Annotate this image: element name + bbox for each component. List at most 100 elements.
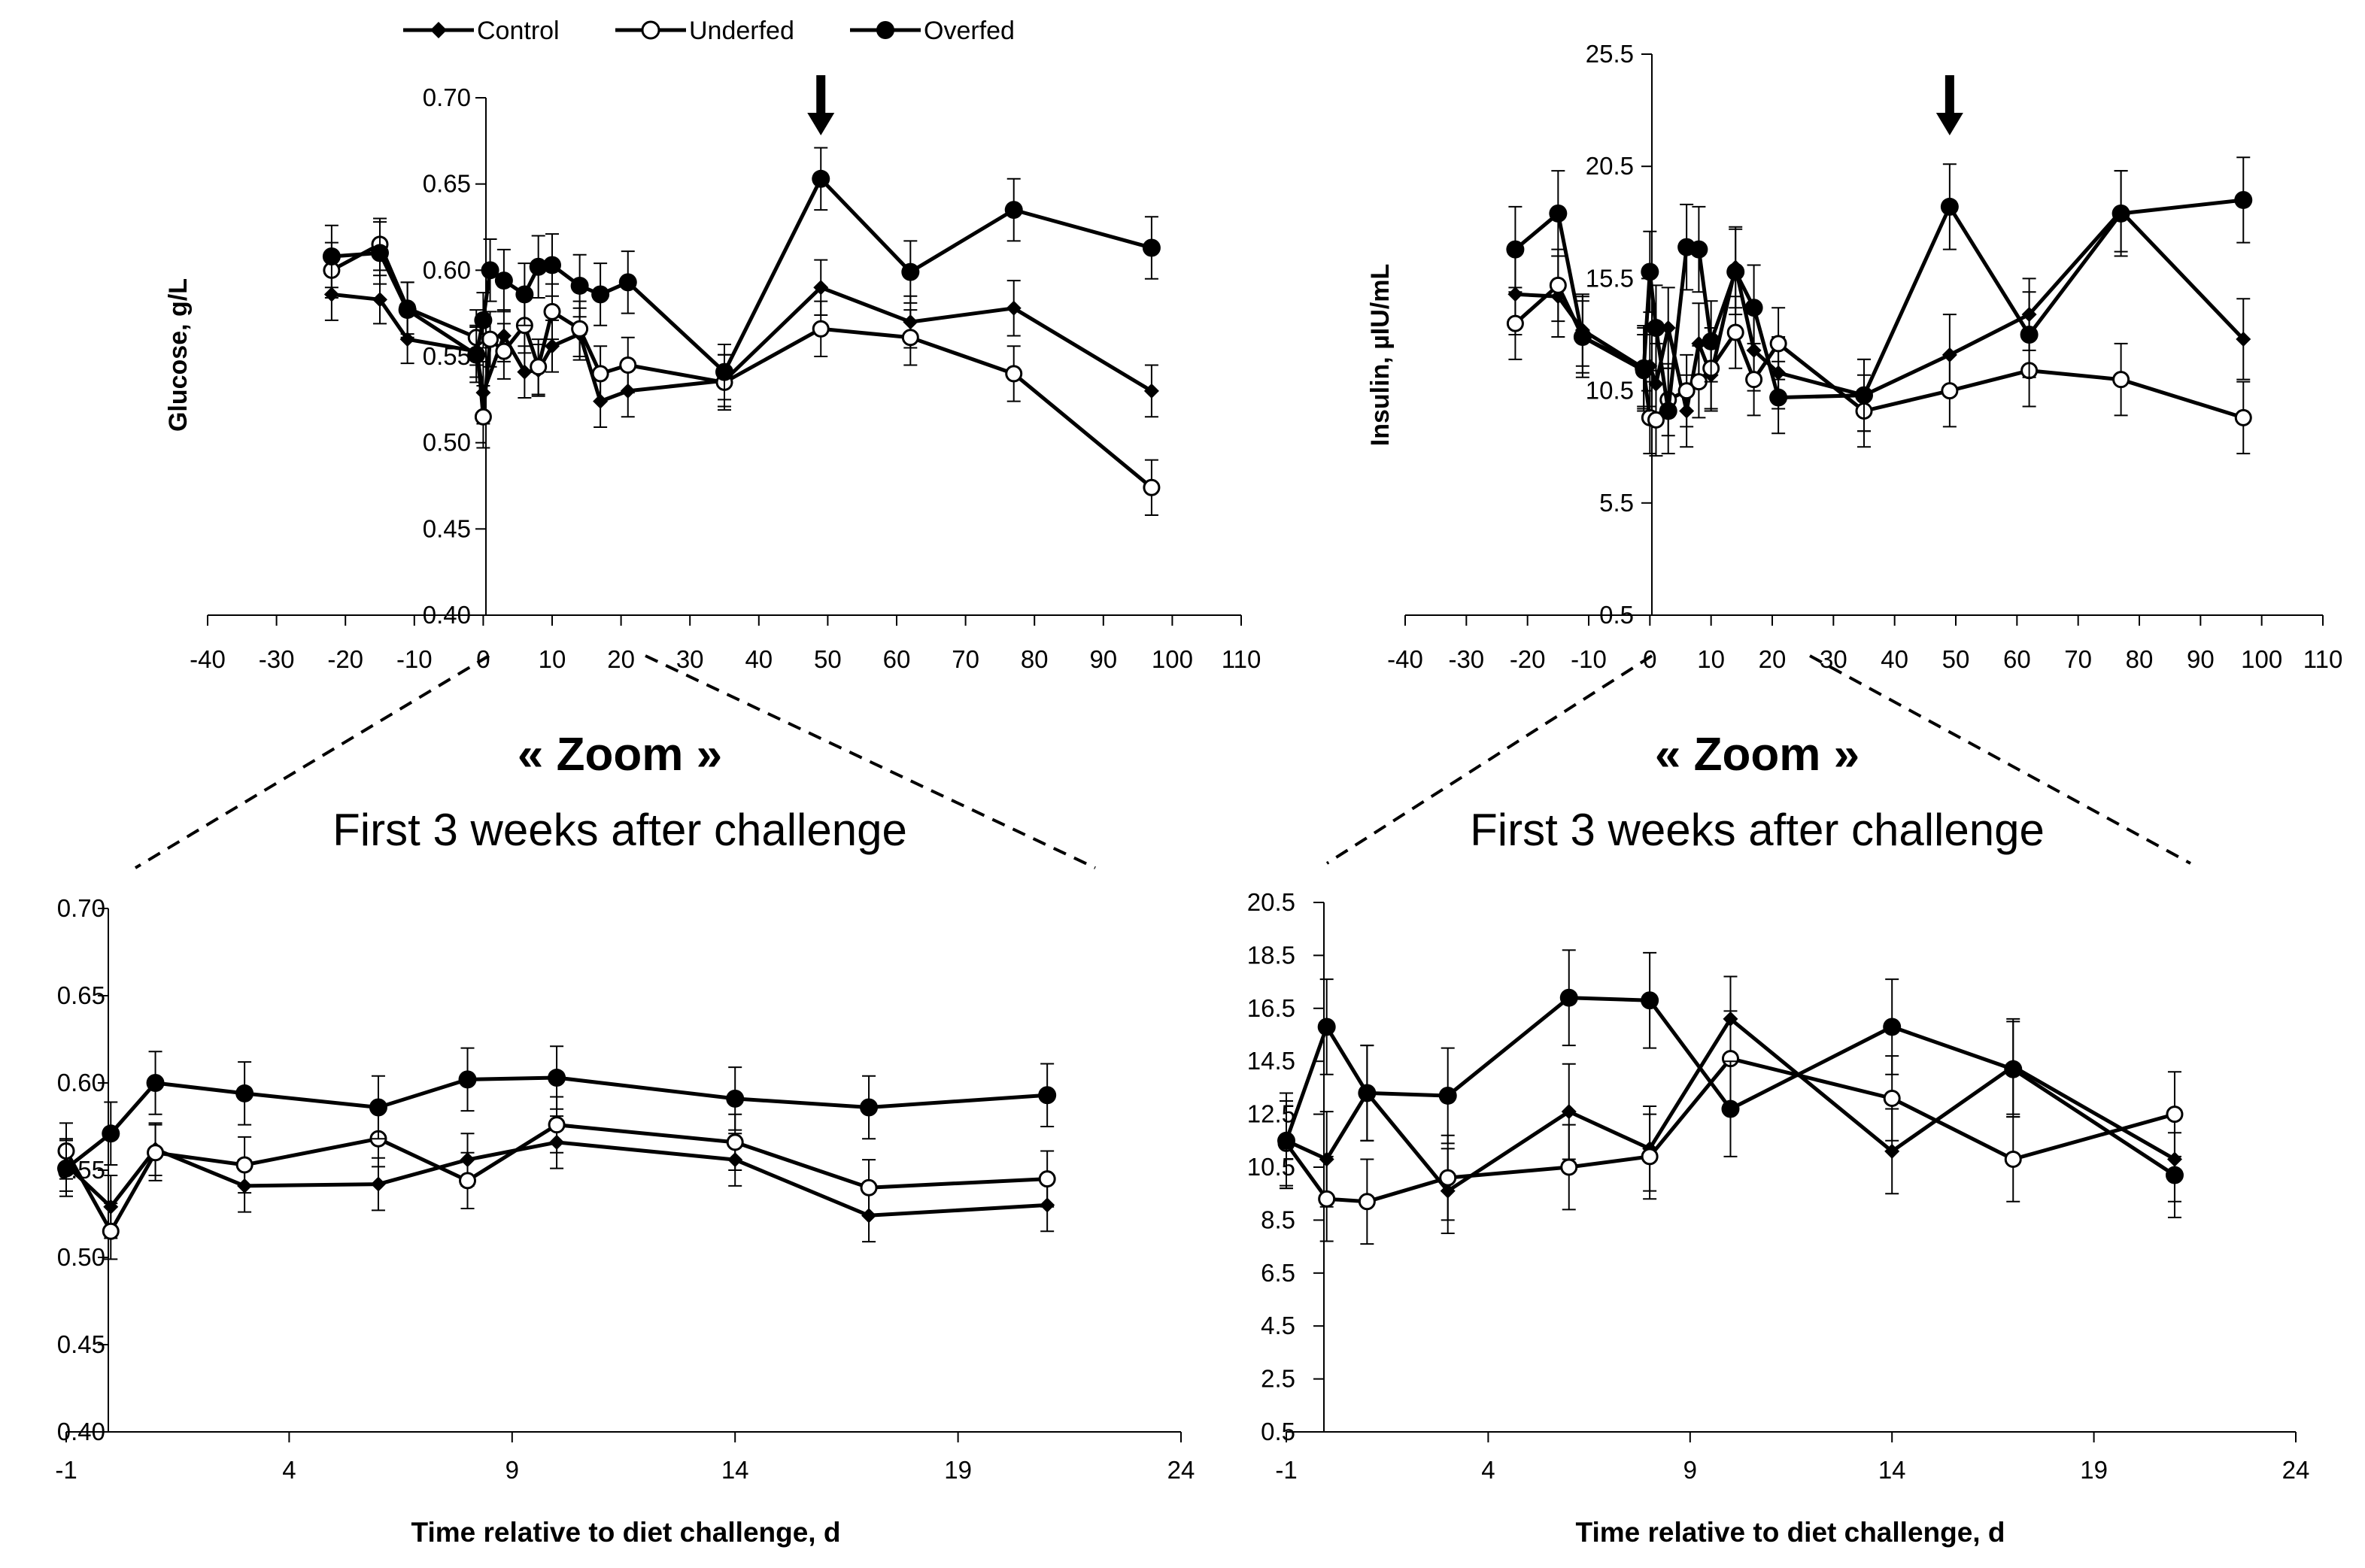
insulin-full-overfed-point	[1726, 262, 1745, 281]
insulin-zoom-control-point	[1561, 1104, 1577, 1120]
glucose-full-control-point	[399, 332, 415, 347]
insulin-full-overfed-point	[1506, 240, 1525, 259]
glucose-zoom-ytick-label: 0.60	[57, 1069, 105, 1096]
glucose-zoom-overfed-point	[235, 1084, 254, 1102]
zoom-connector-right-a	[1325, 654, 1653, 865]
glucose-full-control-point	[545, 338, 560, 354]
glucose-full-xtick-label: -10	[396, 645, 433, 673]
glucose-chart-full: -40 -30 -20 -10 0 10 20 30 40 50 60 70 80 90 100 110 0.4…	[164, 75, 1261, 673]
glucose-full-overfed-point	[591, 285, 610, 304]
glucose-full-control-point	[813, 280, 829, 296]
insulin-zoom-overfed-point	[1358, 1084, 1377, 1102]
glucose-full-overfed-point	[474, 311, 493, 329]
glucose-full-overfed-point	[1142, 238, 1161, 257]
insulin-full-overfed-point	[1635, 359, 1653, 378]
legend-overfed-label: Overfed	[924, 17, 1015, 45]
glucose-full-ytick-label: 0.45	[423, 514, 471, 542]
insulin-zoom-overfed-point	[1438, 1086, 1457, 1105]
insulin-zoom-ytick-label: 20.5	[1247, 888, 1295, 916]
insulin-full-underfed-point	[2112, 371, 2130, 389]
insulin-full-underfed-point	[1690, 373, 1708, 391]
insulin-zoom-overfed-point	[1721, 1099, 1740, 1118]
glucose-full-control-point	[372, 292, 387, 308]
glucose-full-underfed-line	[330, 242, 1153, 490]
insulin-full-xtick-label: -20	[1510, 645, 1546, 673]
insulin-full-overfed-point	[1702, 332, 1720, 350]
insulin-full-overfed-point	[1659, 402, 1677, 420]
insulin-full-control-point	[2236, 331, 2251, 347]
insulin-full-xtick-label: 30	[1820, 645, 1847, 673]
insulin-zoom-underfed-line	[1284, 1057, 2175, 1204]
zoom-connector-right-b	[1809, 654, 2191, 865]
insulin-full-ytick-label: 0.5	[1599, 601, 1634, 629]
glucose-zoom-overfed-point	[726, 1089, 745, 1108]
insulin-full-underfed-point	[1941, 382, 1959, 400]
zoom-subtitle-right: First 3 weeks after challenge	[1470, 805, 2045, 855]
insulin-zoom-x-axis-title: Time relative to diet challenge, d	[1576, 1517, 2005, 1548]
glucose-zoom-overfed-point	[860, 1098, 879, 1117]
glucose-full-xtick-label: 40	[745, 645, 773, 673]
glucose-full-series-overfed	[322, 147, 1161, 401]
insulin-full-xtick-label: 10	[1697, 645, 1725, 673]
glucose-full-control-point	[1006, 300, 1022, 316]
glucose-full-underfed-point	[543, 302, 561, 320]
insulin-zoom-control-line	[1285, 1017, 2176, 1193]
glucose-zoom-underfed-point	[860, 1178, 878, 1196]
glucose-zoom-overfed-line	[65, 1075, 1048, 1170]
insulin-chart-zoom: -1 4 9 14 19 24 0.5 2.5 4.5 6.5 8.5 10.5 12.5 14.5 16.…	[1247, 888, 2310, 1548]
glucose-zoom-control-line	[65, 1140, 1048, 1218]
insulin-full-xtick-label: 0	[1643, 645, 1656, 673]
glucose-zoom-x-axis-title: Time relative to diet challenge, d	[411, 1517, 841, 1548]
glucose-zoom-control-point	[370, 1176, 386, 1192]
glucose-full-overfed-point	[543, 256, 561, 274]
insulin-full-ytick-label: 10.5	[1586, 377, 1634, 405]
insulin-full-xtick-label: -30	[1448, 645, 1484, 673]
legend-control-marker	[430, 22, 447, 38]
glucose-full-overfed-point	[494, 271, 513, 290]
glucose-full-underfed-point	[1005, 365, 1023, 383]
insulin-full-overfed-point	[1769, 388, 1788, 407]
insulin-full-series-overfed	[1506, 156, 2253, 455]
glucose-full-overfed-point	[618, 273, 637, 292]
insulin-full-underfed-point	[1745, 371, 1763, 389]
insulin-full-xtick-label: 100	[2241, 645, 2282, 673]
insulin-zoom-xtick-label: 24	[2282, 1456, 2310, 1484]
glucose-zoom-underfed-point	[726, 1133, 744, 1151]
legend-control-label: Control	[477, 17, 560, 45]
insulin-zoom-underfed-point	[1641, 1148, 1659, 1166]
insulin-zoom-overfed-point	[1317, 1018, 1336, 1036]
insulin-full-ytick-label: 20.5	[1586, 152, 1634, 180]
insulin-full-overfed-point	[1549, 204, 1568, 223]
glucose-full-overfed-point	[812, 169, 830, 188]
glucose-zoom-ytick-label: 0.65	[57, 981, 105, 1009]
glucose-zoom-underfed-line	[64, 1123, 1048, 1233]
glucose-full-xtick-label: 10	[539, 645, 566, 673]
insulin-zoom-underfed-point	[1439, 1169, 1457, 1187]
glucose-zoom-overfed-point	[146, 1074, 165, 1092]
insulin-full-ytick-label: 5.5	[1599, 489, 1634, 517]
insulin-zoom-underfed-point	[2004, 1150, 2022, 1168]
glucose-zoom-ytick-label: 0.70	[57, 894, 105, 922]
glucose-full-xtick-label: 20	[607, 645, 635, 673]
glucose-zoom-xtick-label: 9	[505, 1456, 519, 1484]
glucose-zoom-underfed-point	[1038, 1170, 1056, 1188]
glucose-full-overfed-point	[715, 362, 733, 381]
glucose-full-overfed-point	[467, 345, 486, 364]
insulin-full-underfed-point	[1677, 382, 1696, 400]
glucose-full-xtick-label: 30	[676, 645, 704, 673]
glucose-zoom-xtick-label: 14	[721, 1456, 749, 1484]
insulin-full-underfed-point	[1726, 323, 1744, 341]
glucose-zoom-underfed-point	[235, 1156, 254, 1174]
insulin-full-underfed-point	[1769, 335, 1787, 353]
zoom-connectors	[134, 654, 2191, 869]
glucose-full-xtick-label: 50	[814, 645, 842, 673]
insulin-zoom-series-underfed	[1277, 1010, 2184, 1245]
glucose-zoom-overfed-point	[102, 1124, 120, 1143]
insulin-zoom-underfed-point	[1883, 1089, 1901, 1107]
insulin-zoom-overfed-point	[1559, 988, 1578, 1007]
insulin-full-ytick-label: 25.5	[1586, 40, 1634, 68]
glucose-full-underfed-point	[495, 342, 513, 360]
insulin-full-overfed-point	[1641, 262, 1659, 281]
legend-overfed-marker	[876, 21, 894, 39]
insulin-zoom-ytick-label: 16.5	[1247, 994, 1295, 1022]
